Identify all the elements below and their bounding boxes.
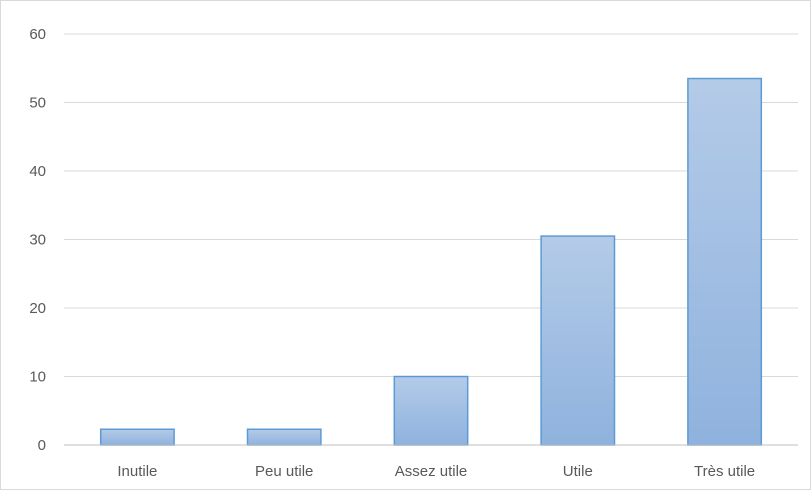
gridlines [64,33,798,377]
bar-inutile [99,428,175,446]
x-category-label: Assez utile [395,463,468,480]
bar-très-utile [687,77,763,446]
bars [99,77,763,446]
x-category-label: Très utile [694,463,755,480]
y-tick-label: 40 [29,163,46,180]
y-tick-label: 10 [29,369,46,386]
y-tick-label: 50 [29,95,46,112]
x-category-label: Utile [563,463,593,480]
y-tick-label: 0 [38,437,46,454]
bar-utile [540,235,616,446]
x-category-label: Inutile [117,463,157,480]
y-tick-label: 30 [29,232,46,249]
bar-peu-utile [246,428,322,446]
x-category-labels: Inutile Peu utile Assez utile Utile Très uti… [117,463,755,480]
y-tick-label: 20 [29,300,46,317]
y-tick-labels: 0 10 20 30 40 50 60 [29,26,46,454]
y-tick-label: 60 [29,26,46,43]
x-category-label: Peu utile [255,463,313,480]
bar-assez-utile [393,375,469,446]
